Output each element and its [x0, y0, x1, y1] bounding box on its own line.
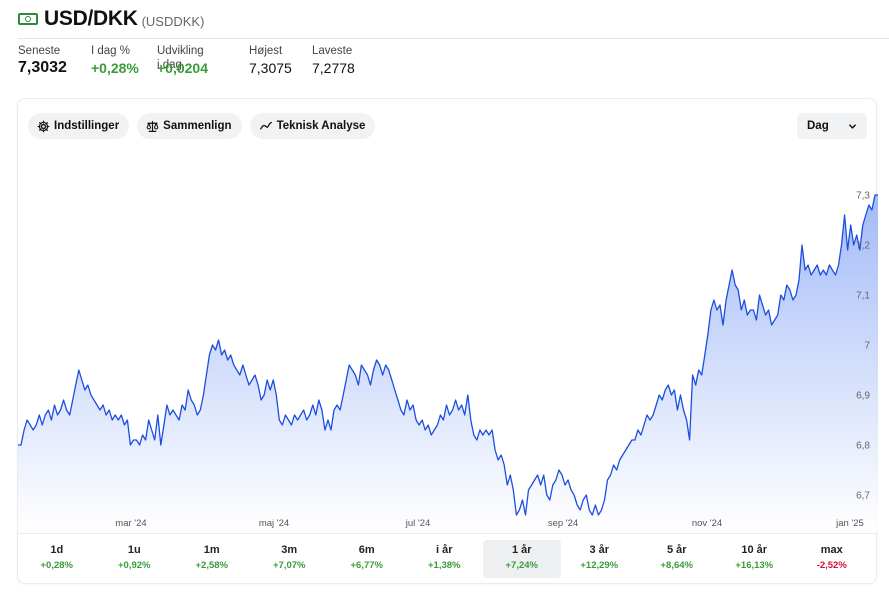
- stat-label: Udvikling i dag: [157, 45, 204, 71]
- range-change: +7,07%: [273, 560, 306, 571]
- range-change: +6,77%: [350, 560, 384, 571]
- chart-card: 6,7 6,8 6,9 7 7,1 7,2 7,3 mar '24 maj '24 jul '2…: [17, 98, 878, 585]
- chevron-down-icon: [849, 123, 856, 129]
- range-change: +8,64%: [660, 560, 694, 571]
- x-axis-tick-label: sep '24: [548, 518, 578, 529]
- y-axis-tick-label: 6,9: [856, 391, 870, 402]
- price-series-line: [18, 194, 878, 516]
- compare-button[interactable]: Sammenlign: [137, 113, 242, 139]
- range-1u[interactable]: 1u +0,92%: [96, 540, 174, 578]
- header-divider: [18, 38, 889, 39]
- x-axis-tick-label: jul '24: [405, 518, 431, 529]
- range-change: +0,28%: [40, 560, 74, 571]
- stat-label: I dag %: [91, 45, 130, 57]
- range-label: 10 år: [741, 544, 768, 556]
- stat-value: 7,3075: [249, 60, 292, 76]
- stat-high: Højest 7,3075: [249, 44, 292, 76]
- stat-label: Laveste: [312, 45, 353, 57]
- range-change: +2,58%: [195, 560, 229, 571]
- settings-button[interactable]: Indstillinger: [28, 113, 130, 139]
- range-change: +16,13%: [735, 560, 774, 571]
- y-axis-tick-label: 7,2: [856, 241, 870, 252]
- range-label: 1u: [127, 544, 141, 556]
- technical-analysis-label: Teknisk Analyse: [276, 120, 366, 132]
- range-label: 6m: [358, 544, 375, 556]
- x-axis-tick-label: jan '25: [835, 518, 864, 529]
- stat-value: +0,28%: [91, 60, 139, 76]
- range-label: 1 år: [511, 544, 532, 556]
- chart-toolbar: Indstillinger Sammenlign Teknisk Analyse: [28, 113, 376, 139]
- page-title: USD/DKK: [44, 7, 138, 30]
- range-5-år[interactable]: 5 år +8,64%: [638, 540, 716, 578]
- scale-icon: [146, 120, 159, 132]
- gear-icon: [37, 120, 50, 132]
- range-3m[interactable]: 3m +7,07%: [251, 540, 329, 578]
- stat-low: Laveste 7,2778: [312, 44, 355, 76]
- stat-value: +0,0204: [157, 60, 208, 76]
- range-label: 3 år: [589, 544, 610, 556]
- range-label: max: [820, 544, 843, 556]
- stat-day-percent: I dag % +0,28%: [91, 44, 139, 76]
- range-1m[interactable]: 1m +2,58%: [173, 540, 251, 578]
- y-axis-tick-label: 7: [864, 341, 870, 352]
- stat-value: 7,3032: [18, 59, 67, 76]
- banknote-icon: [18, 13, 38, 25]
- range-change: +0,92%: [118, 560, 151, 571]
- interval-value: Dag: [807, 120, 829, 132]
- compare-label: Sammenlign: [163, 120, 232, 132]
- range-change: +12,29%: [580, 560, 619, 571]
- y-axis-tick-label: 7,3: [856, 191, 870, 202]
- range-change: +7,24%: [505, 560, 539, 571]
- trend-line-icon: [259, 121, 272, 130]
- ticker-symbol: (USDDKK): [141, 13, 205, 29]
- range-change: +1,38%: [428, 560, 461, 571]
- price-chart: 6,7 6,8 6,9 7 7,1 7,2 7,3 mar '24 maj '24 jul '2…: [18, 191, 878, 531]
- range-label: i år: [435, 544, 453, 556]
- technical-analysis-button[interactable]: Teknisk Analyse: [249, 113, 376, 139]
- header: USD/DKK (USDDKK): [18, 7, 204, 31]
- stat-label: Højest: [249, 45, 283, 57]
- y-axis-tick-label: 7,1: [856, 291, 870, 302]
- range-selector: 1d +0,28% 1u +0,92% 1m +2,58% 3m +7,07% 6m +6,77%…: [18, 533, 878, 585]
- range-10-år[interactable]: 10 år +16,13%: [716, 540, 794, 578]
- y-axis-tick-label: 6,7: [856, 491, 870, 502]
- range-label: 1d: [50, 544, 64, 556]
- range-label: 5 år: [666, 544, 687, 556]
- y-axis-tick-label: 6,8: [856, 441, 870, 452]
- range-1-år[interactable]: 1 år +7,24%: [483, 540, 561, 578]
- range-max[interactable]: max -2,52%: [793, 540, 871, 578]
- range-1d[interactable]: 1d +0,28%: [18, 540, 96, 578]
- range-i-år[interactable]: i år +1,38%: [406, 540, 484, 578]
- range-change: -2,52%: [816, 560, 847, 571]
- stat-label: Seneste: [18, 45, 61, 57]
- x-axis-tick-label: nov '24: [692, 518, 722, 529]
- stat-day-change: Udvikling i dag +0,0204: [157, 44, 208, 76]
- x-axis-tick-label: mar '24: [115, 518, 146, 529]
- stat-latest: Seneste 7,3032: [18, 44, 67, 76]
- range-label: 1m: [203, 544, 220, 556]
- settings-label: Indstillinger: [54, 120, 120, 132]
- range-label: 3m: [281, 544, 298, 556]
- interval-select[interactable]: Dag: [797, 113, 867, 139]
- x-axis-tick-label: maj '24: [259, 518, 289, 529]
- chart-area-fill: [18, 195, 878, 531]
- stat-value: 7,2778: [312, 60, 355, 76]
- range-6m[interactable]: 6m +6,77%: [328, 540, 406, 578]
- range-3-år[interactable]: 3 år +12,29%: [561, 540, 639, 578]
